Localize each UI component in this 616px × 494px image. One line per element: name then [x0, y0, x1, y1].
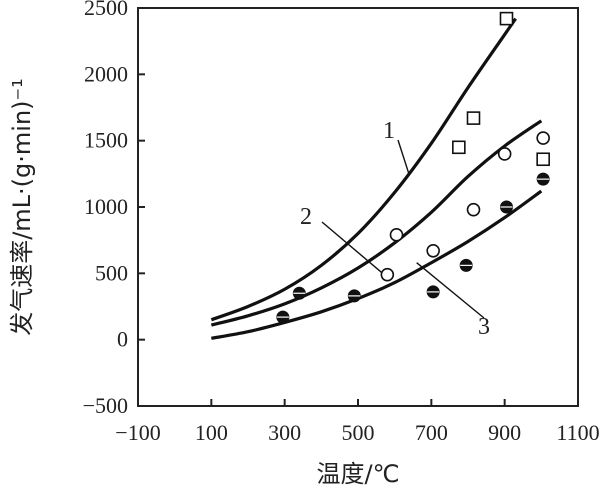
y-tick-label: 0	[117, 327, 128, 352]
data-point-series-1	[466, 111, 481, 125]
leader-line-2	[321, 221, 388, 278]
data-points	[276, 11, 550, 324]
data-point-series-2	[466, 202, 481, 217]
y-tick-label: 2000	[84, 61, 128, 86]
data-point-series-2	[536, 131, 550, 145]
y-tick-label: −500	[83, 393, 128, 418]
y-tick-label: 500	[95, 260, 128, 285]
fitted-curves	[210, 17, 543, 340]
data-point-series-2	[389, 228, 404, 242]
leader-line-1	[397, 139, 410, 176]
curve-3	[211, 189, 543, 340]
curve-label-1: 1	[383, 118, 395, 144]
data-point-series-2	[380, 267, 395, 282]
x-tick-label: 700	[415, 420, 448, 445]
curve-label-2: 2	[300, 204, 312, 230]
x-tick-label: 900	[488, 420, 521, 445]
data-point-series-1	[499, 11, 514, 26]
curve-2	[210, 119, 543, 327]
x-tick-label: −100	[115, 420, 160, 445]
y-tick-label: 1500	[84, 128, 128, 153]
x-axis-ticks: −100 100 300 500 700 900 1100	[115, 399, 600, 445]
data-point-series-1	[536, 152, 550, 167]
y-tick-label: 2500	[84, 0, 128, 20]
x-axis-title: 温度/℃	[316, 460, 399, 488]
curve-label-3: 3	[478, 314, 490, 340]
x-tick-label: 1100	[556, 420, 599, 445]
data-point-series-2	[426, 243, 440, 258]
curve-label-leader-lines	[321, 139, 485, 319]
data-point-series-1	[452, 140, 466, 155]
x-tick-label: 300	[268, 420, 301, 445]
leader-line-3	[416, 262, 485, 319]
x-tick-label: 100	[195, 420, 228, 445]
curve-1	[210, 17, 517, 322]
y-axis-title: 发气速率/mL·(g·min)⁻¹	[8, 78, 36, 336]
data-point-series-2	[497, 147, 512, 161]
y-tick-label: 1000	[84, 194, 128, 219]
x-tick-label: 500	[342, 420, 375, 445]
curve-labels: 1 2 3	[300, 118, 490, 340]
y-axis-ticks: −500 0 500 1000 1500 2000 2500	[83, 0, 145, 418]
